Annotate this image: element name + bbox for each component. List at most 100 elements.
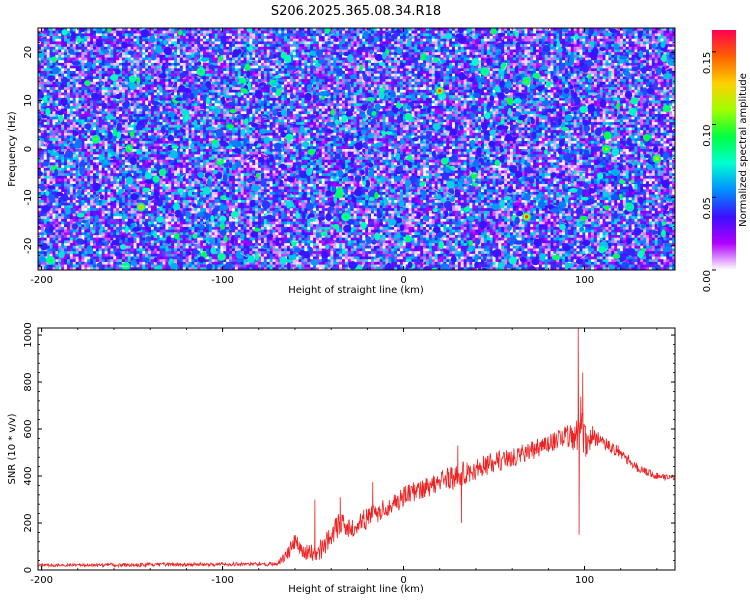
heatmap-cell — [423, 84, 427, 88]
heatmap-cell — [182, 60, 187, 64]
heatmap-cell — [452, 52, 456, 56]
heatmap-cell — [538, 38, 543, 42]
heatmap-cell — [637, 49, 641, 53]
heatmap-cell — [530, 41, 534, 45]
heatmap-cell — [185, 73, 189, 77]
heatmap-cell — [481, 49, 485, 53]
heatmap-cell — [179, 49, 184, 53]
heatmap-cell — [258, 49, 262, 53]
heatmap-cell — [344, 54, 349, 58]
heatmap-cell — [211, 49, 216, 53]
heatmap-cell — [599, 49, 604, 53]
heatmap-cell — [64, 52, 68, 56]
heatmap-cell — [564, 41, 569, 45]
heatmap-cell — [457, 41, 462, 45]
heatmap-cell — [49, 46, 53, 50]
heatmap-cell — [174, 57, 178, 61]
heatmap-cell — [179, 54, 184, 58]
heatmap-cell — [223, 71, 227, 75]
heatmap-cell — [81, 87, 85, 91]
heatmap-cell — [78, 46, 82, 50]
heatmap-cell — [550, 65, 554, 69]
heatmap-cell — [365, 87, 369, 91]
heatmap-cell — [75, 44, 79, 48]
heatmap-cell — [544, 30, 548, 34]
heatmap-cell — [194, 62, 198, 67]
heatmap-cell — [119, 44, 123, 48]
heatmap-cell — [544, 60, 548, 64]
heatmap-cell — [313, 62, 317, 67]
heatmap-cell — [559, 57, 563, 61]
heatmap-cell — [127, 65, 132, 69]
heatmap-cell — [634, 81, 638, 85]
heatmap-cell — [313, 57, 317, 61]
heatmap-cell — [550, 54, 554, 58]
heatmap-cell — [38, 46, 42, 50]
heatmap-cell — [133, 49, 137, 53]
heatmap-cell — [469, 49, 473, 53]
heatmap-cell — [165, 57, 169, 61]
heatmap-cell — [156, 68, 161, 72]
heatmap-cell — [443, 81, 447, 85]
heatmap-cell — [136, 36, 140, 40]
heatmap-cell — [512, 84, 517, 88]
heatmap-cell — [585, 38, 589, 42]
heatmap-cell — [272, 60, 276, 64]
heatmap-cell — [162, 46, 166, 50]
heatmap-cell — [185, 81, 189, 85]
heatmap-cell — [113, 52, 117, 56]
heatmap-cell — [121, 84, 126, 88]
heatmap-cell — [237, 41, 242, 45]
heatmap-cell — [599, 52, 604, 56]
heatmap-cell — [643, 62, 647, 67]
heatmap-cell — [631, 52, 635, 56]
heatmap-cell — [78, 52, 82, 56]
heatmap-cell — [93, 44, 97, 48]
heatmap-cell — [301, 57, 305, 61]
heatmap-cell — [61, 62, 65, 67]
heatmap-cell — [237, 54, 242, 58]
heatmap-cell — [454, 28, 459, 32]
heatmap-cell — [49, 71, 53, 75]
heatmap-cell — [119, 81, 123, 85]
heatmap-cell — [489, 81, 493, 85]
heatmap-cell — [483, 54, 488, 58]
heatmap-cell — [550, 73, 554, 77]
heatmap-cell — [370, 87, 375, 91]
heatmap-cell — [347, 76, 352, 80]
heatmap-cell — [530, 73, 534, 77]
heatmap-cell — [420, 38, 424, 42]
heatmap-cell — [321, 65, 326, 69]
heatmap-cell — [394, 87, 398, 91]
heatmap-cell — [127, 33, 132, 37]
heatmap-cell — [339, 60, 343, 64]
heatmap-cell — [509, 54, 514, 58]
heatmap-cell — [43, 68, 48, 72]
heatmap-cell — [640, 28, 644, 32]
heatmap-cell — [368, 30, 372, 34]
heatmap-cell — [350, 52, 355, 56]
heatmap-cell — [628, 33, 632, 37]
heatmap-cell — [104, 65, 108, 69]
heatmap-cell — [107, 52, 111, 56]
heatmap-cell — [483, 76, 488, 80]
heatmap-cell — [628, 71, 632, 75]
heatmap-cell — [64, 81, 68, 85]
heatmap-cell — [417, 36, 421, 40]
heatmap-cell — [492, 84, 496, 88]
heatmap-cell — [492, 36, 496, 40]
heatmap-cell — [599, 71, 604, 75]
heatmap-cell — [388, 46, 392, 50]
heatmap-cell — [446, 73, 450, 77]
heatmap-cell — [339, 46, 343, 50]
heatmap-cell — [498, 52, 502, 56]
heatmap-cell — [214, 68, 218, 72]
heatmap-cell — [536, 54, 540, 58]
heatmap-cell — [495, 41, 499, 45]
heatmap-cell — [200, 60, 204, 64]
heatmap-cell — [498, 71, 502, 75]
heatmap-cell — [81, 36, 85, 40]
heatmap-cell — [107, 60, 111, 64]
heatmap-cell — [660, 76, 664, 80]
heatmap-cell — [203, 28, 207, 32]
